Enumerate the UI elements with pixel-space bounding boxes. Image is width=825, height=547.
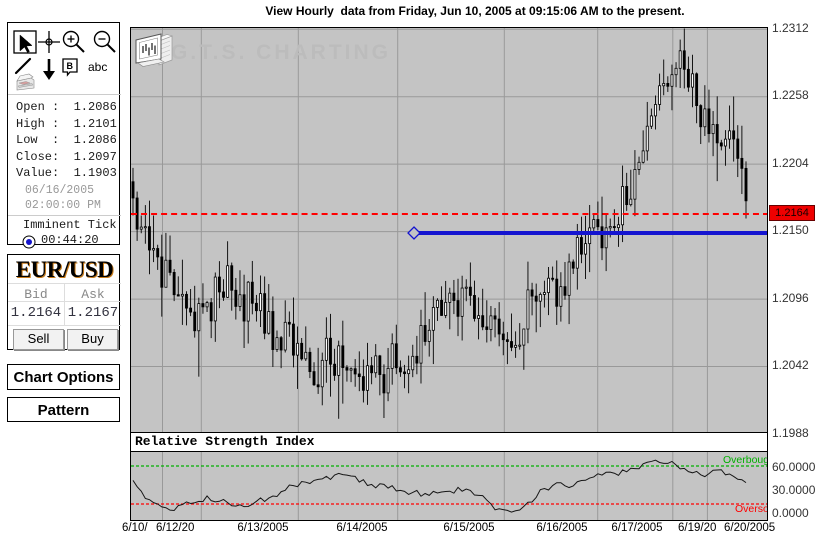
svg-text:Oversold: Oversold: [735, 503, 768, 515]
svg-text:B: B: [67, 61, 74, 71]
svg-text:Overbought: Overbought: [723, 454, 768, 466]
svg-text:abc: abc: [88, 60, 107, 74]
